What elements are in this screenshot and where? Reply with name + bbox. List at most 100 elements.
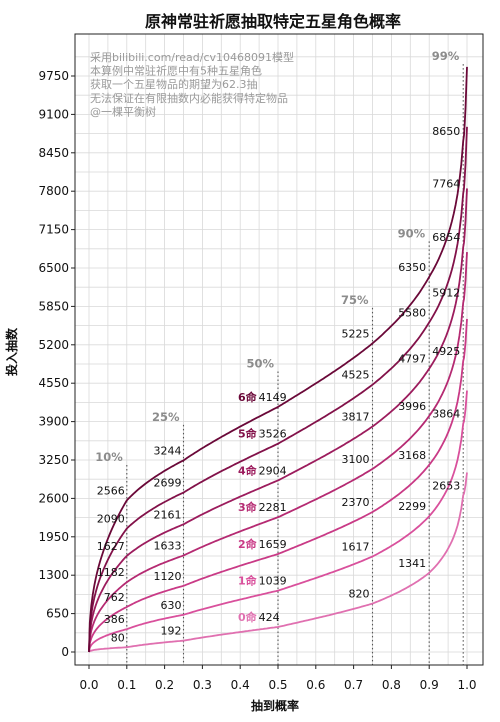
- data-label: 2命 1659: [238, 537, 287, 551]
- series-mean-value: 4149: [259, 391, 287, 404]
- series-name: 6命: [238, 390, 258, 404]
- data-label: 2299: [398, 500, 426, 513]
- y-tick-label: 3900: [38, 415, 69, 429]
- note-line: @一棵平衡树: [90, 104, 156, 118]
- data-label: 3100: [342, 453, 370, 466]
- note-line: 采用bilibili.com/read/cv10468091模型: [90, 50, 294, 64]
- data-label: 820: [349, 588, 370, 601]
- x-tick-label: 0.6: [306, 678, 325, 692]
- data-label: 192: [161, 625, 182, 638]
- data-label: 3命 2281: [238, 500, 287, 514]
- series-line-5: [88, 126, 468, 653]
- data-label: 1182: [97, 566, 125, 579]
- series-line-2: [88, 318, 468, 653]
- data-label: 4命 2904: [238, 463, 287, 477]
- y-tick-label: 0: [61, 645, 69, 659]
- data-label: 3244: [154, 444, 182, 457]
- y-tick-label: 9100: [38, 107, 69, 121]
- data-label: 4797: [398, 353, 426, 366]
- note-line: 获取一个五星物品的期望为62.3抽: [90, 77, 258, 91]
- series-name: 1命: [238, 574, 258, 588]
- data-label: 2090: [97, 513, 125, 526]
- data-label: 5580: [398, 306, 426, 319]
- data-label: 1341: [398, 557, 426, 570]
- note-line: 本算例中常驻祈愿中有5种五星角色: [90, 64, 262, 78]
- y-axis-label: 投入抽数: [4, 327, 19, 376]
- series-line-4: [88, 188, 468, 653]
- data-label: 5912: [432, 287, 460, 300]
- data-label: 2699: [154, 477, 182, 490]
- y-tick-label: 9750: [38, 69, 69, 83]
- data-label: 2653: [432, 479, 460, 492]
- y-tick-label: 4550: [38, 376, 69, 390]
- percentile-lines: 10% 25% 50% 75% 90% 99%: [95, 49, 464, 665]
- data-label: 3817: [342, 411, 370, 424]
- percentile-label: 75%: [341, 293, 369, 307]
- percentile-label: 99%: [432, 49, 460, 63]
- data-label: 6350: [398, 261, 426, 274]
- y-tick-label: 7150: [38, 223, 69, 237]
- data-label: 6命 4149: [238, 390, 287, 404]
- data-label: 1命 1039: [238, 574, 287, 588]
- percentile-label: 90%: [398, 226, 426, 240]
- data-label: 0命 424: [238, 610, 280, 624]
- x-tick-label: 0.9: [420, 678, 439, 692]
- series-mean-value: 2904: [259, 464, 287, 477]
- series-mean-value: 3526: [259, 428, 287, 441]
- series-line-1: [88, 390, 468, 653]
- percentile-label: 25%: [152, 410, 180, 424]
- chart-title: 原神常驻祈愿抽取特定五星角色概率: [145, 12, 401, 31]
- data-label: 2370: [342, 496, 370, 509]
- x-axis-label: 抽到概率: [251, 698, 299, 713]
- y-tick-label: 650: [46, 607, 69, 621]
- x-tick-label: 0.7: [344, 678, 363, 692]
- data-label: 4525: [342, 369, 370, 382]
- data-label: 5命 3526: [238, 427, 287, 441]
- y-tick-label: 7800: [38, 184, 69, 198]
- notes-block: 采用bilibili.com/read/cv10468091模型本算例中常驻祈愿…: [90, 50, 294, 118]
- x-tick-label: 0.8: [382, 678, 401, 692]
- axes: 0.0 0.1 0.2 0.3 0.4 0.5 0.6 0.7 0.8 0.9 1.0 0 650 130…: [38, 33, 484, 692]
- x-tick-label: 0.5: [268, 678, 287, 692]
- series-lines: [88, 66, 468, 653]
- data-label: 762: [104, 591, 125, 604]
- x-tick-label: 0.4: [231, 678, 250, 692]
- series-mean-value: 1659: [259, 538, 287, 551]
- series-name: 0命: [238, 610, 258, 624]
- grid: [75, 34, 483, 665]
- series-line-0: [88, 472, 468, 653]
- y-tick-label: 5850: [38, 299, 69, 313]
- data-label: 4925: [432, 345, 460, 358]
- series-line-3: [88, 252, 468, 653]
- y-tick-label: 3250: [38, 453, 69, 467]
- data-label: 2566: [97, 484, 125, 497]
- y-tick-label: 8450: [38, 146, 69, 160]
- percentile-label: 10%: [95, 450, 123, 464]
- data-label: 1617: [342, 540, 370, 553]
- data-label: 1120: [154, 570, 182, 583]
- series-mean-value: 1039: [259, 575, 287, 588]
- series-name: 4命: [238, 463, 258, 477]
- plot-frame: [74, 33, 484, 666]
- data-label: 1627: [97, 540, 125, 553]
- data-label: 5225: [342, 327, 370, 340]
- data-label: 80: [111, 631, 125, 644]
- data-label: 8650: [432, 125, 460, 138]
- y-tick-label: 1950: [38, 530, 69, 544]
- x-tick-label: 0.3: [193, 678, 212, 692]
- x-tick-label: 0.1: [117, 678, 136, 692]
- y-tick-label: 5200: [38, 338, 69, 352]
- y-tick-label: 6500: [38, 261, 69, 275]
- series-mean-value: 2281: [259, 501, 287, 514]
- data-label: 7764: [432, 177, 460, 190]
- x-tick-label: 0.2: [155, 678, 174, 692]
- data-label: 386: [104, 613, 125, 626]
- data-label: 6854: [432, 231, 460, 244]
- series-name: 5命: [238, 427, 258, 441]
- series-line-6: [88, 66, 468, 653]
- data-label: 3864: [432, 408, 460, 421]
- data-label: 3168: [398, 449, 426, 462]
- series-name: 2命: [238, 537, 258, 551]
- y-tick-label: 1300: [38, 568, 69, 582]
